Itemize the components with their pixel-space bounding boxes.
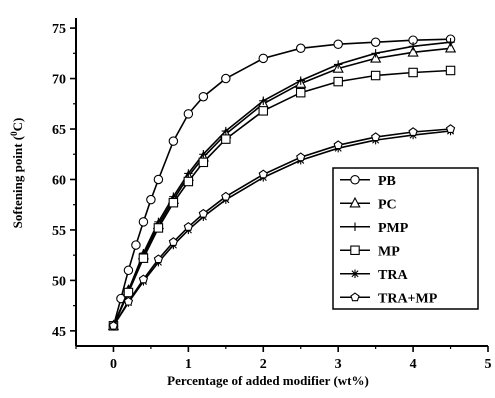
legend-marker-tra [351, 269, 359, 278]
data-point-pmp [259, 96, 268, 105]
data-point-pmp [221, 126, 231, 136]
data-point-mp [168, 197, 179, 208]
data-point-tra-mp [258, 169, 268, 179]
data-point-pb [153, 174, 164, 185]
data-point-tra-mp [108, 320, 119, 330]
data-point-pb [123, 265, 134, 276]
data-point-pb [198, 91, 209, 102]
series-line-pc [112, 47, 451, 327]
legend-label-pb: PB [378, 174, 396, 189]
data-point-tra-mp [138, 274, 149, 284]
data-point-mp [445, 65, 456, 76]
data-point-mp [221, 134, 231, 144]
legend-label-tra: TRA [378, 268, 408, 283]
y-tick-label: 60 [52, 173, 66, 188]
data-point-pb [295, 43, 306, 54]
data-point-tra-mp [296, 152, 306, 162]
data-point-pmp [296, 76, 305, 85]
data-point-pc [407, 45, 419, 57]
y-tick-label: 70 [52, 73, 66, 88]
series-line-mp [112, 69, 451, 327]
data-point-mp [183, 176, 194, 187]
series-pb [108, 34, 456, 331]
data-point-pmp [184, 169, 193, 178]
data-point-tra-mp [123, 296, 134, 306]
legend-label-pmp: PMP [378, 221, 409, 236]
data-point-pc [444, 41, 457, 53]
y-tick-label: 55 [52, 224, 66, 239]
data-point-mp [153, 223, 164, 233]
x-tick-label: 2 [260, 357, 267, 372]
y-tick-label: 45 [52, 325, 66, 340]
legend-marker-tra-mp [350, 292, 360, 302]
data-point-mp [198, 157, 209, 168]
series-line-pmp [112, 41, 451, 327]
y-tick-label: 50 [52, 274, 66, 289]
data-point-pmp [199, 150, 208, 159]
legend-marker-pmp [350, 222, 360, 231]
series-line-tra-mp [112, 128, 451, 327]
series-tra-mp [108, 124, 456, 330]
data-point-tra-mp [183, 222, 194, 231]
x-tick-label: 0 [110, 357, 117, 372]
data-point-pc [370, 51, 382, 63]
x-axis-title: Percentage of added modifier (wt%) [167, 373, 369, 388]
data-point-tra-mp [333, 140, 343, 150]
legend: PB PC PMP MP TRA TRA+MP [332, 167, 479, 310]
data-point-mp [258, 106, 269, 116]
data-point-pb [333, 39, 343, 49]
data-point-tra-mp [168, 237, 179, 246]
legend-label-tra-mp: TRA+MP [378, 291, 438, 306]
data-point-tra-mp [221, 191, 231, 201]
data-point-pb [146, 194, 156, 205]
data-point-mp [295, 87, 306, 98]
y-tick-label: 75 [52, 22, 66, 37]
data-point-tra-mp [370, 132, 381, 142]
data-point-pb [138, 217, 149, 227]
data-point-pb [258, 53, 269, 64]
x-tick-label: 1 [185, 357, 192, 372]
data-point-tra-mp [445, 124, 456, 133]
legend-label-mp: MP [378, 244, 400, 259]
x-tick-label: 4 [410, 357, 417, 372]
data-point-pb [183, 109, 194, 119]
x-tick-label: 5 [485, 357, 492, 372]
data-point-mp [123, 287, 134, 298]
data-point-pb [370, 37, 381, 47]
data-point-pmp [446, 38, 455, 47]
data-point-pmp [333, 60, 343, 69]
data-point-pmp [408, 42, 418, 51]
series-mp [108, 65, 456, 331]
x-tick-label: 3 [335, 357, 342, 372]
legend-box [332, 167, 479, 310]
data-point-pb [168, 136, 179, 146]
data-point-pb [131, 240, 141, 250]
legend-marker-pb [350, 175, 360, 185]
y-tick-label: 65 [52, 123, 66, 138]
data-point-tra-mp [408, 127, 418, 136]
data-point-pb [221, 73, 231, 84]
data-point-tra-mp [198, 208, 208, 218]
data-point-tra-mp [153, 254, 164, 264]
data-point-pmp [371, 49, 380, 58]
legend-marker-pc [349, 196, 361, 208]
legend-label-pc: PC [378, 197, 397, 212]
data-point-mp [333, 76, 343, 87]
y-axis-title: Softening point (0C) [9, 118, 25, 229]
legend-marker-mp [350, 245, 360, 256]
data-point-mp [370, 70, 381, 81]
data-point-mp [408, 67, 418, 78]
series-layer [107, 34, 457, 331]
data-point-mp [138, 253, 149, 263]
